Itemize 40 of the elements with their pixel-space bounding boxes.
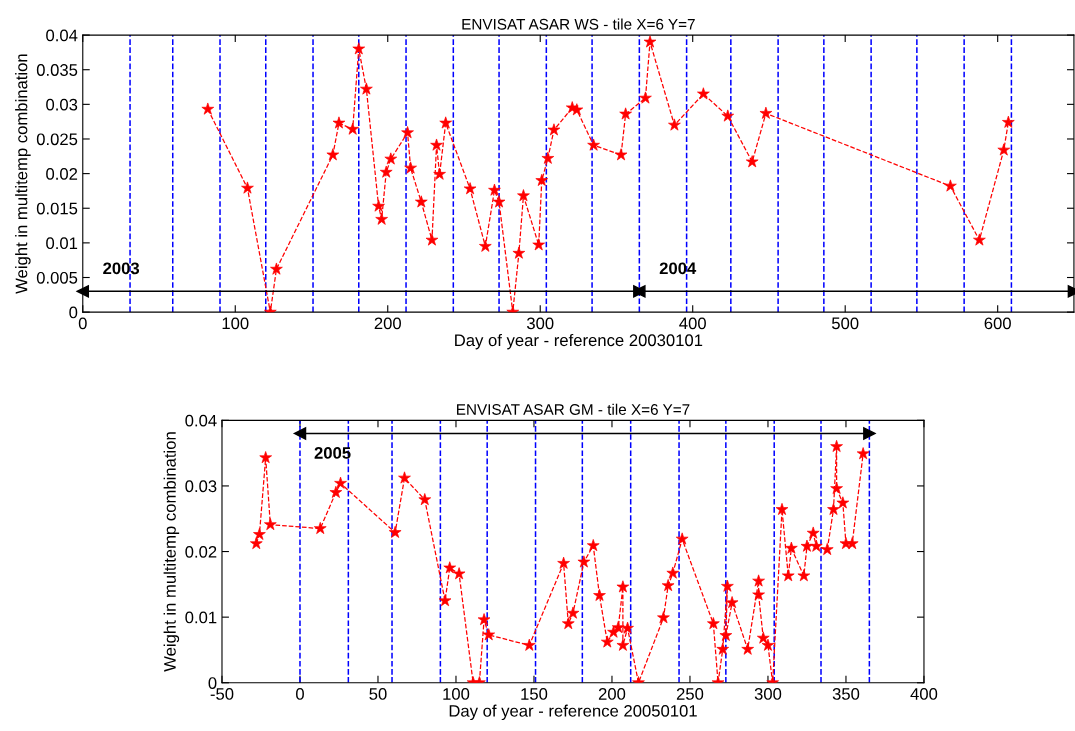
x-tick-label: 0	[78, 317, 87, 330]
legend-label: 2003	[103, 262, 140, 275]
y-tick-label: 0.04	[46, 29, 78, 42]
series-label: 2004	[659, 262, 697, 275]
y-tick-label: 0.005	[36, 271, 78, 284]
x-tick-label: 100	[222, 317, 249, 330]
x-tick-label: 400	[679, 317, 706, 330]
y-tick-label: 0.02	[185, 545, 217, 558]
y-axis-title: Weight in multitemp combination	[15, 54, 31, 294]
x-tick-label: 350	[832, 688, 860, 700]
y-tick-label: 0.01	[46, 237, 78, 250]
y-tick-label: 0.015	[36, 202, 78, 215]
x-tick-label: 400	[910, 688, 938, 700]
chart-title: ENVISAT ASAR GM - tile X=6 Y=7	[457, 403, 690, 415]
x-tick-label: -50	[210, 688, 234, 700]
x-tick-label: 300	[526, 317, 554, 330]
x-axis-title: Day of year - reference 20050101	[449, 704, 697, 721]
y-tick-label: 0.035	[36, 64, 78, 76]
y-tick-label: 0.04	[185, 414, 217, 427]
y-axis-title: Weight in multitemp combination	[163, 432, 180, 672]
x-tick-label: 150	[521, 688, 548, 700]
y-tick-label: 0.01	[185, 611, 217, 624]
x-axis-title: Day of year - reference 20030101	[455, 333, 703, 350]
y-tick-label: 0	[69, 306, 78, 319]
x-tick-label: 0	[296, 688, 304, 700]
y-tick-label: 0.02	[46, 168, 78, 180]
x-tick-label: 200	[598, 688, 626, 700]
y-tick-label: 0.03	[185, 480, 217, 493]
y-tick-label: 0	[208, 677, 217, 689]
x-tick-label: 600	[984, 317, 1011, 330]
x-tick-label: 100	[443, 688, 470, 700]
y-tick-label: 0.025	[36, 133, 78, 146]
legend-label: 2005	[314, 447, 351, 459]
x-tick-label: 50	[369, 688, 387, 700]
chart-title: ENVISAT ASAR WS - tile X=6 Y=7	[462, 18, 695, 30]
y-tick-label: 0.03	[46, 98, 78, 111]
x-tick-label: 200	[374, 317, 401, 330]
x-tick-label: 500	[831, 317, 859, 330]
x-tick-label: 300	[754, 688, 782, 700]
x-tick-label: 250	[676, 688, 704, 700]
